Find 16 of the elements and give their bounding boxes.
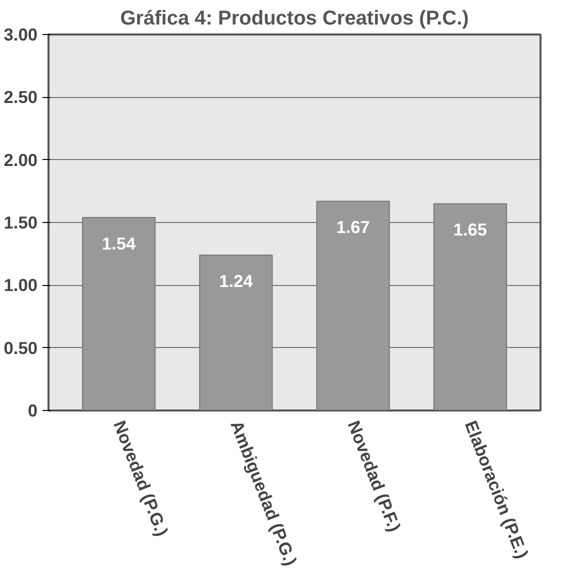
y-tick-label: 0 [28, 400, 38, 420]
bar [433, 203, 508, 410]
data-label: 1.67 [336, 217, 370, 238]
y-tick-label: 2.50 [4, 87, 38, 108]
y-tick-label: 1.50 [4, 212, 38, 232]
y-tick-label: 1.00 [4, 275, 38, 296]
bar [199, 254, 273, 410]
data-label: 1.24 [219, 271, 254, 292]
bar [82, 216, 156, 410]
bar [316, 200, 390, 410]
y-tick-label: 3.00 [4, 24, 38, 44]
data-label: 1.54 [102, 233, 136, 254]
data-label: 1.65 [453, 220, 488, 240]
chart-title: Gráfica 4: Productos Creativos (P.C.) [120, 8, 469, 30]
y-tick-label: 0.50 [4, 338, 38, 358]
y-tick-label: 2.00 [4, 150, 38, 170]
